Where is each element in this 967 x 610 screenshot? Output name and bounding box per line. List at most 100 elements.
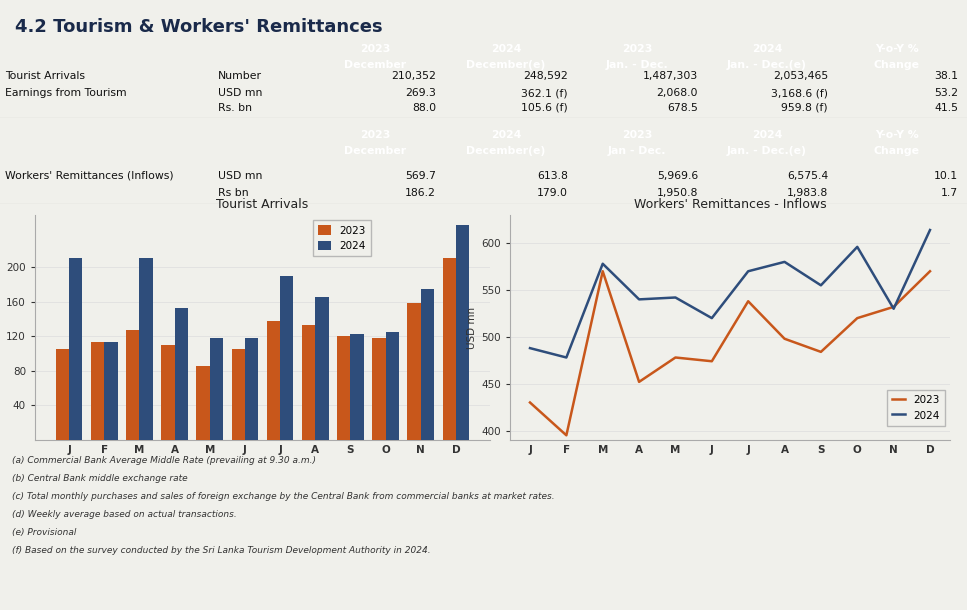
2023 xyxy=(852,315,864,322)
2023 xyxy=(670,354,682,361)
Text: 6,575.4: 6,575.4 xyxy=(787,171,828,181)
Text: 1,950.8: 1,950.8 xyxy=(657,188,698,198)
2023 xyxy=(633,378,645,386)
Text: Workers' Remittances (Inflows): Workers' Remittances (Inflows) xyxy=(5,171,174,181)
2024 xyxy=(597,260,608,267)
Bar xyxy=(337,336,350,440)
Bar xyxy=(456,225,469,440)
Text: Y-o-Y %: Y-o-Y % xyxy=(875,44,919,54)
Bar xyxy=(245,338,258,440)
Text: Jan. - Dec.: Jan. - Dec. xyxy=(605,60,668,70)
Text: Jan. - Dec.(e): Jan. - Dec.(e) xyxy=(727,146,806,156)
Bar xyxy=(421,289,434,440)
Text: Change: Change xyxy=(874,60,920,70)
Text: 2023: 2023 xyxy=(622,44,652,54)
Text: USD mn: USD mn xyxy=(218,171,262,181)
Text: 613.8: 613.8 xyxy=(537,171,568,181)
Title: Workers' Remittances - Inflows: Workers' Remittances - Inflows xyxy=(633,198,827,211)
Text: (d) Weekly average based on actual transactions.: (d) Weekly average based on actual trans… xyxy=(12,510,236,519)
Text: Rs. bn: Rs. bn xyxy=(218,103,252,113)
2024 xyxy=(670,294,682,301)
Text: Tourist Arrivals: Tourist Arrivals xyxy=(5,71,85,81)
2024 xyxy=(743,268,754,275)
2024 xyxy=(706,315,718,322)
Line: 2024: 2024 xyxy=(530,230,930,357)
Text: 2023: 2023 xyxy=(360,44,391,54)
Text: 1,487,303: 1,487,303 xyxy=(643,71,698,81)
Text: 269.3: 269.3 xyxy=(405,88,436,98)
Bar xyxy=(69,258,82,440)
Bar xyxy=(443,258,456,440)
Bar xyxy=(91,342,104,440)
Text: Y-o-Y %: Y-o-Y % xyxy=(875,130,919,140)
Bar xyxy=(210,338,223,440)
Text: 1,983.8: 1,983.8 xyxy=(787,188,828,198)
Bar xyxy=(372,338,386,440)
Bar xyxy=(267,321,280,440)
2024 xyxy=(561,354,572,361)
Text: Jan. - Dec.(e): Jan. - Dec.(e) xyxy=(727,60,806,70)
Text: 5,969.6: 5,969.6 xyxy=(657,171,698,181)
Text: (e) Provisional: (e) Provisional xyxy=(12,528,76,537)
Text: 2024: 2024 xyxy=(751,44,782,54)
2024 xyxy=(852,243,864,251)
Text: 186.2: 186.2 xyxy=(405,188,436,198)
Bar xyxy=(175,307,188,440)
Text: 2024: 2024 xyxy=(751,130,782,140)
Legend: 2023, 2024: 2023, 2024 xyxy=(313,220,370,256)
2023 xyxy=(597,268,608,275)
Text: 2024: 2024 xyxy=(491,44,521,54)
Text: 105.6 (f): 105.6 (f) xyxy=(521,103,568,113)
Text: 3,168.6 (f): 3,168.6 (f) xyxy=(771,88,828,98)
Text: December(e): December(e) xyxy=(466,60,545,70)
Text: 959.8 (f): 959.8 (f) xyxy=(781,103,828,113)
Text: (f) Based on the survey conducted by the Sri Lanka Tourism Development Authority: (f) Based on the survey conducted by the… xyxy=(12,546,430,555)
Bar xyxy=(104,342,118,440)
Bar xyxy=(302,325,315,440)
Text: Earnings from Tourism: Earnings from Tourism xyxy=(5,88,127,98)
Text: Number: Number xyxy=(218,71,262,81)
Text: December: December xyxy=(344,60,406,70)
2023 xyxy=(524,399,536,406)
Text: 2023: 2023 xyxy=(622,130,652,140)
Text: 569.7: 569.7 xyxy=(405,171,436,181)
Bar xyxy=(315,297,329,440)
Text: (c) Total monthly purchases and sales of foreign exchange by the Central Bank fr: (c) Total monthly purchases and sales of… xyxy=(12,492,554,501)
Text: 10.1: 10.1 xyxy=(934,171,958,181)
2023 xyxy=(888,303,899,310)
2024 xyxy=(633,296,645,303)
Text: 362.1 (f): 362.1 (f) xyxy=(521,88,568,98)
Text: 2023: 2023 xyxy=(360,130,391,140)
Bar xyxy=(407,303,421,440)
Bar xyxy=(139,258,153,440)
Text: 248,592: 248,592 xyxy=(523,71,568,81)
2023 xyxy=(743,298,754,305)
Bar xyxy=(126,330,139,440)
Bar xyxy=(350,334,364,440)
Text: Jan - Dec.: Jan - Dec. xyxy=(607,146,666,156)
Text: 38.1: 38.1 xyxy=(934,71,958,81)
Text: 2,053,465: 2,053,465 xyxy=(773,71,828,81)
Legend: 2023, 2024: 2023, 2024 xyxy=(887,390,945,426)
Text: 210,352: 210,352 xyxy=(391,71,436,81)
Line: 2023: 2023 xyxy=(530,271,930,436)
Text: Rs bn: Rs bn xyxy=(218,188,249,198)
Bar xyxy=(386,332,399,440)
Text: (b) Central Bank middle exchange rate: (b) Central Bank middle exchange rate xyxy=(12,474,188,483)
2023 xyxy=(924,268,936,275)
2024 xyxy=(888,305,899,312)
Text: December: December xyxy=(344,146,406,156)
2024 xyxy=(778,258,790,265)
2024 xyxy=(924,226,936,234)
2023 xyxy=(778,335,790,342)
2024 xyxy=(524,345,536,352)
Text: 88.0: 88.0 xyxy=(412,103,436,113)
Text: USD mn: USD mn xyxy=(218,88,262,98)
2024 xyxy=(815,282,827,289)
Y-axis label: USD mn: USD mn xyxy=(467,306,477,348)
Bar xyxy=(56,349,69,440)
Text: 1.7: 1.7 xyxy=(941,188,958,198)
Title: Tourist Arrivals: Tourist Arrivals xyxy=(217,198,308,211)
Bar xyxy=(161,345,175,440)
Bar xyxy=(231,349,245,440)
